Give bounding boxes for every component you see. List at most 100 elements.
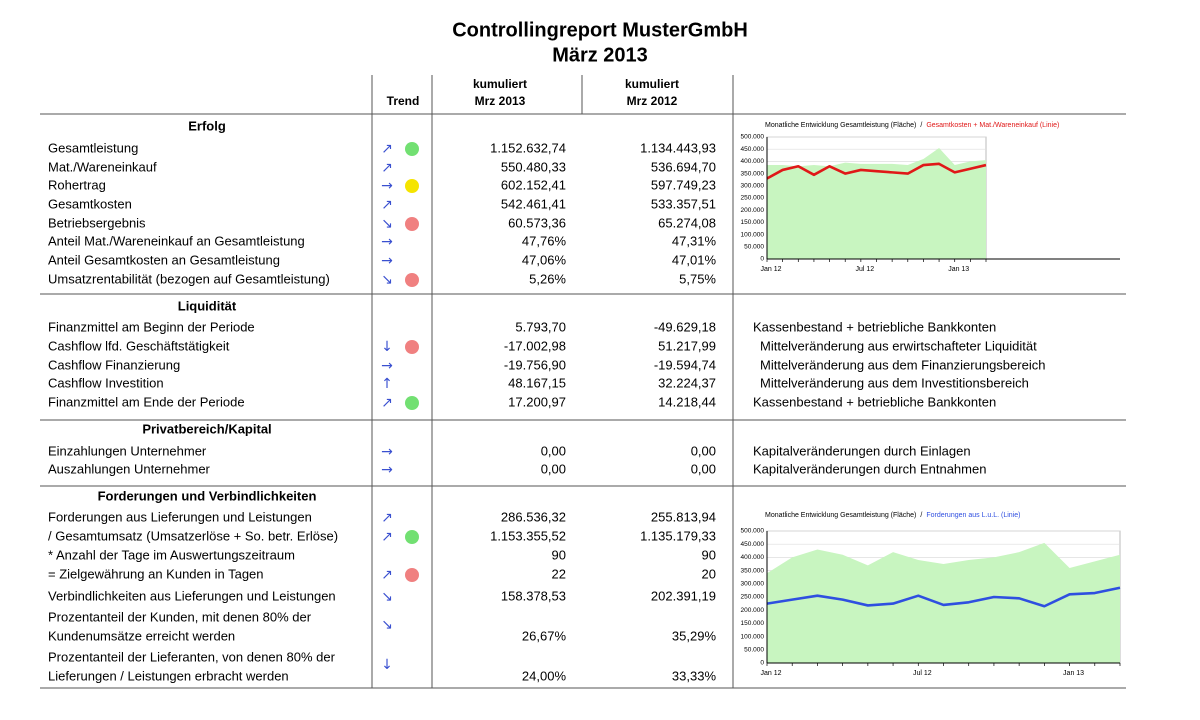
- column-header: kumuliert: [625, 77, 679, 91]
- line: [766, 586, 1121, 608]
- x-tick-label: Jan 13: [1063, 670, 1084, 677]
- value-current: 47,06%: [522, 252, 567, 267]
- trend-arrow: →: [381, 178, 393, 194]
- value-previous: 14.218,44: [658, 394, 716, 409]
- value-current: 542.461,41: [501, 196, 566, 211]
- row-note: Mittelveränderung aus erwirtschafteter L…: [760, 338, 1037, 353]
- y-tick-label: 350.000: [741, 567, 765, 574]
- trend-arrow: ↘: [381, 617, 393, 633]
- y-tick-label: 400.000: [741, 158, 765, 165]
- value-current: 286.536,32: [501, 509, 566, 524]
- trend-arrow: →: [381, 234, 393, 250]
- value-previous: 202.391,19: [651, 588, 716, 603]
- y-tick-label: 0: [760, 256, 764, 263]
- section-title: Erfolg: [188, 118, 226, 133]
- trend-arrow: ↗: [381, 529, 393, 545]
- value-current: 550.480,33: [501, 159, 566, 174]
- status-dot: [405, 217, 419, 231]
- value-previous: 0,00: [691, 461, 716, 476]
- row-label: Betriebsergebnis: [48, 215, 146, 230]
- value-previous: 90: [702, 547, 716, 562]
- y-tick-label: 0: [760, 660, 764, 667]
- row-label: Anteil Gesamtkosten an Gesamtleistung: [48, 252, 280, 267]
- row-note: Kassenbestand + betriebliche Bankkonten: [753, 394, 996, 409]
- trend-arrow: ↗: [381, 160, 393, 176]
- value-previous: 255.813,94: [651, 509, 716, 524]
- row-label: Finanzmittel am Beginn der Periode: [48, 319, 255, 334]
- row-note: Mittelveränderung aus dem Finanzierungsb…: [760, 357, 1045, 372]
- status-dot: [405, 530, 419, 544]
- row-label: Verbindlichkeiten aus Lieferungen und Le…: [48, 588, 336, 603]
- y-tick-label: 250.000: [741, 594, 765, 601]
- column-header: Mrz 2013: [475, 94, 526, 108]
- value-previous: 536.694,70: [651, 159, 716, 174]
- value-current: 48.167,15: [508, 375, 566, 390]
- trend-arrow: ↘: [381, 272, 393, 288]
- chart: Monatliche Entwicklung Gesamtleistung (F…: [741, 122, 1120, 273]
- value-previous: 47,31%: [672, 233, 717, 248]
- row-note: Kapitalveränderungen durch Einlagen: [753, 443, 971, 458]
- row-note: Kapitalveränderungen durch Entnahmen: [753, 461, 986, 476]
- row-label: = Zielgewährung an Kunden in Tagen: [48, 566, 264, 581]
- value-current: 0,00: [541, 443, 566, 458]
- row-label: Anteil Mat./Wareneinkauf an Gesamtleistu…: [48, 233, 305, 248]
- section-title: Privatbereich/Kapital: [142, 421, 271, 436]
- status-dot: [405, 142, 419, 156]
- y-tick-label: 400.000: [741, 554, 765, 561]
- x-tick-label: Jan 12: [760, 670, 781, 677]
- y-tick-label: 300.000: [741, 581, 765, 588]
- value-current: 17.200,97: [508, 394, 566, 409]
- column-header: Mrz 2012: [627, 94, 678, 108]
- column-header: kumuliert: [473, 77, 527, 91]
- chart-legend: Monatliche Entwicklung Gesamtleistung (F…: [765, 122, 1059, 129]
- y-tick-label: 200.000: [741, 607, 765, 614]
- row-note: Mittelveränderung aus dem Investitionsbe…: [760, 375, 1029, 390]
- row-label: Gesamtkosten: [48, 196, 132, 211]
- value-current: 26,67%: [522, 628, 567, 643]
- y-tick-label: 100.000: [741, 231, 765, 238]
- row-label: Rohertrag: [48, 177, 106, 192]
- value-previous: 1.134.443,93: [640, 140, 716, 155]
- value-current: 0,00: [541, 461, 566, 476]
- trend-arrow: ↓: [381, 339, 393, 355]
- trend-arrow: ↗: [381, 141, 393, 157]
- row-label: Mat./Wareneinkauf: [48, 159, 157, 174]
- title: Controllingreport MusterGmbH: [452, 19, 748, 41]
- rules: [40, 75, 1126, 689]
- value-current: -17.002,98: [504, 338, 566, 353]
- trend-arrow: ↘: [381, 589, 393, 605]
- value-current: 47,76%: [522, 233, 567, 248]
- trend-arrow: ↘: [381, 216, 393, 232]
- value-previous: 35,29%: [672, 628, 717, 643]
- value-current: 90: [552, 547, 566, 562]
- value-current: 5,26%: [529, 271, 566, 286]
- row-label: Gesamtleistung: [48, 140, 138, 155]
- legend-item: Forderungen aus L.u.L. (Linie): [926, 512, 1020, 519]
- trend-arrow: ↗: [381, 567, 393, 583]
- row-label: Einzahlungen Unternehmer: [48, 443, 207, 458]
- status-dot: [405, 568, 419, 582]
- status-dot: [405, 273, 419, 287]
- y-tick-label: 200.000: [741, 207, 765, 214]
- section-title: Liquidität: [178, 298, 237, 313]
- row-label: Prozentanteil der Kunden, mit denen 80% …: [48, 609, 312, 624]
- value-previous: -19.594,74: [654, 357, 716, 372]
- area: [767, 542, 1120, 663]
- value-previous: 65.274,08: [658, 215, 716, 230]
- y-tick-label: 100.000: [741, 633, 765, 640]
- status-dot: [405, 179, 419, 193]
- value-previous: 5,75%: [679, 271, 716, 286]
- legend-item: Gesamtkosten + Mat./Wareneinkauf (Linie): [926, 122, 1059, 129]
- y-tick-label: 350.000: [741, 170, 765, 177]
- y-tick-label: 500.000: [741, 134, 765, 141]
- row-label: Finanzmittel am Ende der Periode: [48, 394, 245, 409]
- section-title: Forderungen und Verbindlichkeiten: [98, 488, 317, 503]
- row-label: Kundenumsätze erreicht werden: [48, 628, 235, 643]
- value-current: -19.756,90: [504, 357, 566, 372]
- chart: Monatliche Entwicklung Gesamtleistung (F…: [741, 512, 1121, 677]
- row-label: Prozentanteil der Lieferanten, von denen…: [48, 649, 336, 664]
- y-tick-label: 300.000: [741, 183, 765, 190]
- trend-arrow: →: [381, 358, 393, 374]
- row-label: Cashflow Finanzierung: [48, 357, 180, 372]
